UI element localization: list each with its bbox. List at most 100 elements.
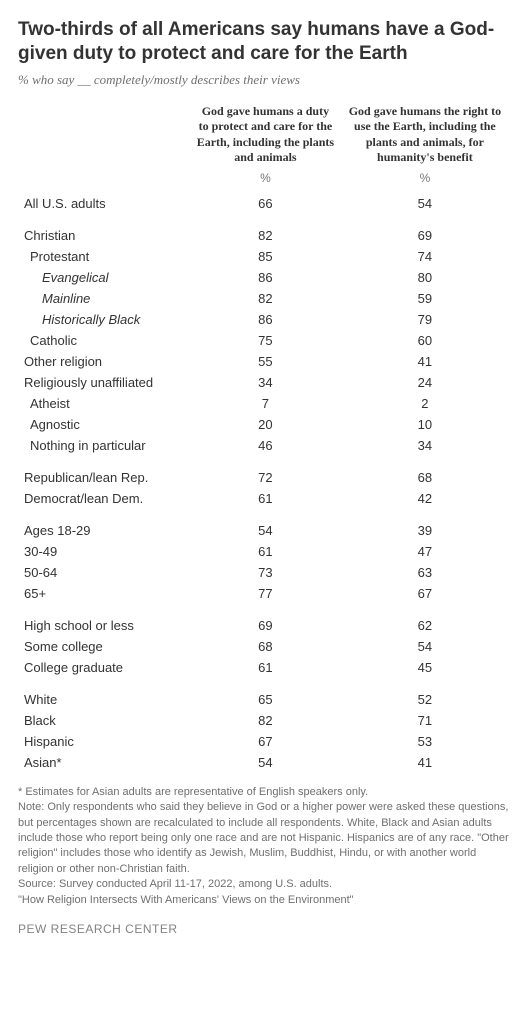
row-label: Atheist	[18, 393, 190, 414]
row-label: White	[18, 678, 190, 710]
row-value-2: 10	[341, 414, 509, 435]
chart-subtitle: % who say __ completely/mostly describes…	[18, 72, 509, 88]
row-label: Democrat/lean Dem.	[18, 488, 190, 509]
row-value-1: 54	[190, 509, 341, 541]
row-value-1: 82	[190, 214, 341, 246]
row-value-1: 82	[190, 288, 341, 309]
table-row: 30-496147	[18, 541, 509, 562]
row-label: College graduate	[18, 657, 190, 678]
table-row: Asian*5441	[18, 752, 509, 773]
unit-col2: %	[341, 170, 509, 193]
row-value-1: 77	[190, 583, 341, 604]
footnote-line: Note: Only respondents who said they bel…	[18, 800, 509, 877]
row-label: Republican/lean Rep.	[18, 456, 190, 488]
data-table: God gave humans a duty to protect and ca…	[18, 104, 509, 773]
row-value-2: 79	[341, 309, 509, 330]
table-row: 50-647363	[18, 562, 509, 583]
footnote-line: * Estimates for Asian adults are represe…	[18, 785, 509, 800]
table-row: 65+7767	[18, 583, 509, 604]
row-value-2: 54	[341, 193, 509, 214]
row-value-1: 72	[190, 456, 341, 488]
table-row: Agnostic2010	[18, 414, 509, 435]
row-value-2: 41	[341, 351, 509, 372]
row-value-1: 69	[190, 604, 341, 636]
row-value-1: 55	[190, 351, 341, 372]
table-row: Republican/lean Rep.7268	[18, 456, 509, 488]
row-value-1: 86	[190, 267, 341, 288]
row-value-1: 54	[190, 752, 341, 773]
row-value-2: 59	[341, 288, 509, 309]
row-value-1: 61	[190, 541, 341, 562]
column-header-1: God gave humans a duty to protect and ca…	[190, 104, 341, 170]
row-value-2: 24	[341, 372, 509, 393]
chart-title: Two-thirds of all Americans say humans h…	[18, 18, 509, 66]
row-value-1: 67	[190, 731, 341, 752]
row-value-1: 61	[190, 488, 341, 509]
row-value-1: 65	[190, 678, 341, 710]
unit-col1: %	[190, 170, 341, 193]
table-row: Catholic7560	[18, 330, 509, 351]
table-row: Historically Black8679	[18, 309, 509, 330]
row-value-1: 66	[190, 193, 341, 214]
row-value-1: 46	[190, 435, 341, 456]
source-name: PEW RESEARCH CENTER	[18, 922, 509, 936]
row-label: Religiously unaffiliated	[18, 372, 190, 393]
row-value-1: 82	[190, 710, 341, 731]
row-value-2: 47	[341, 541, 509, 562]
table-row: Other religion5541	[18, 351, 509, 372]
row-value-2: 74	[341, 246, 509, 267]
table-row: Atheist72	[18, 393, 509, 414]
row-label: Protestant	[18, 246, 190, 267]
row-value-1: 20	[190, 414, 341, 435]
row-value-1: 34	[190, 372, 341, 393]
column-header-2: God gave humans the right to use the Ear…	[341, 104, 509, 170]
row-value-1: 86	[190, 309, 341, 330]
row-value-2: 62	[341, 604, 509, 636]
table-row: Hispanic6753	[18, 731, 509, 752]
row-value-2: 67	[341, 583, 509, 604]
row-value-2: 69	[341, 214, 509, 246]
table-row: Black8271	[18, 710, 509, 731]
row-label: Historically Black	[18, 309, 190, 330]
table-row: High school or less6962	[18, 604, 509, 636]
row-label: Nothing in particular	[18, 435, 190, 456]
row-value-2: 2	[341, 393, 509, 414]
blank-head	[18, 104, 190, 170]
row-label: Some college	[18, 636, 190, 657]
table-row: Protestant8574	[18, 246, 509, 267]
row-label: Evangelical	[18, 267, 190, 288]
row-value-1: 61	[190, 657, 341, 678]
row-value-1: 68	[190, 636, 341, 657]
row-value-2: 34	[341, 435, 509, 456]
row-value-1: 85	[190, 246, 341, 267]
row-value-2: 71	[341, 710, 509, 731]
table-row: White6552	[18, 678, 509, 710]
row-label: Black	[18, 710, 190, 731]
table-row: Democrat/lean Dem.6142	[18, 488, 509, 509]
row-label: High school or less	[18, 604, 190, 636]
row-value-1: 7	[190, 393, 341, 414]
row-label: Christian	[18, 214, 190, 246]
table-row: Ages 18-295439	[18, 509, 509, 541]
row-value-2: 63	[341, 562, 509, 583]
row-label: 30-49	[18, 541, 190, 562]
row-value-2: 53	[341, 731, 509, 752]
row-value-2: 41	[341, 752, 509, 773]
row-value-1: 75	[190, 330, 341, 351]
table-row: All U.S. adults6654	[18, 193, 509, 214]
row-label: Other religion	[18, 351, 190, 372]
row-value-2: 42	[341, 488, 509, 509]
table-row: Christian8269	[18, 214, 509, 246]
row-label: 50-64	[18, 562, 190, 583]
row-label: Ages 18-29	[18, 509, 190, 541]
table-row: Nothing in particular4634	[18, 435, 509, 456]
table-row: College graduate6145	[18, 657, 509, 678]
table-row: Mainline8259	[18, 288, 509, 309]
row-label: Agnostic	[18, 414, 190, 435]
row-label: Catholic	[18, 330, 190, 351]
table-body: All U.S. adults6654Christian8269Protesta…	[18, 193, 509, 773]
row-label: Mainline	[18, 288, 190, 309]
row-label: 65+	[18, 583, 190, 604]
footnote-line: Source: Survey conducted April 11-17, 20…	[18, 877, 509, 892]
row-label: All U.S. adults	[18, 193, 190, 214]
